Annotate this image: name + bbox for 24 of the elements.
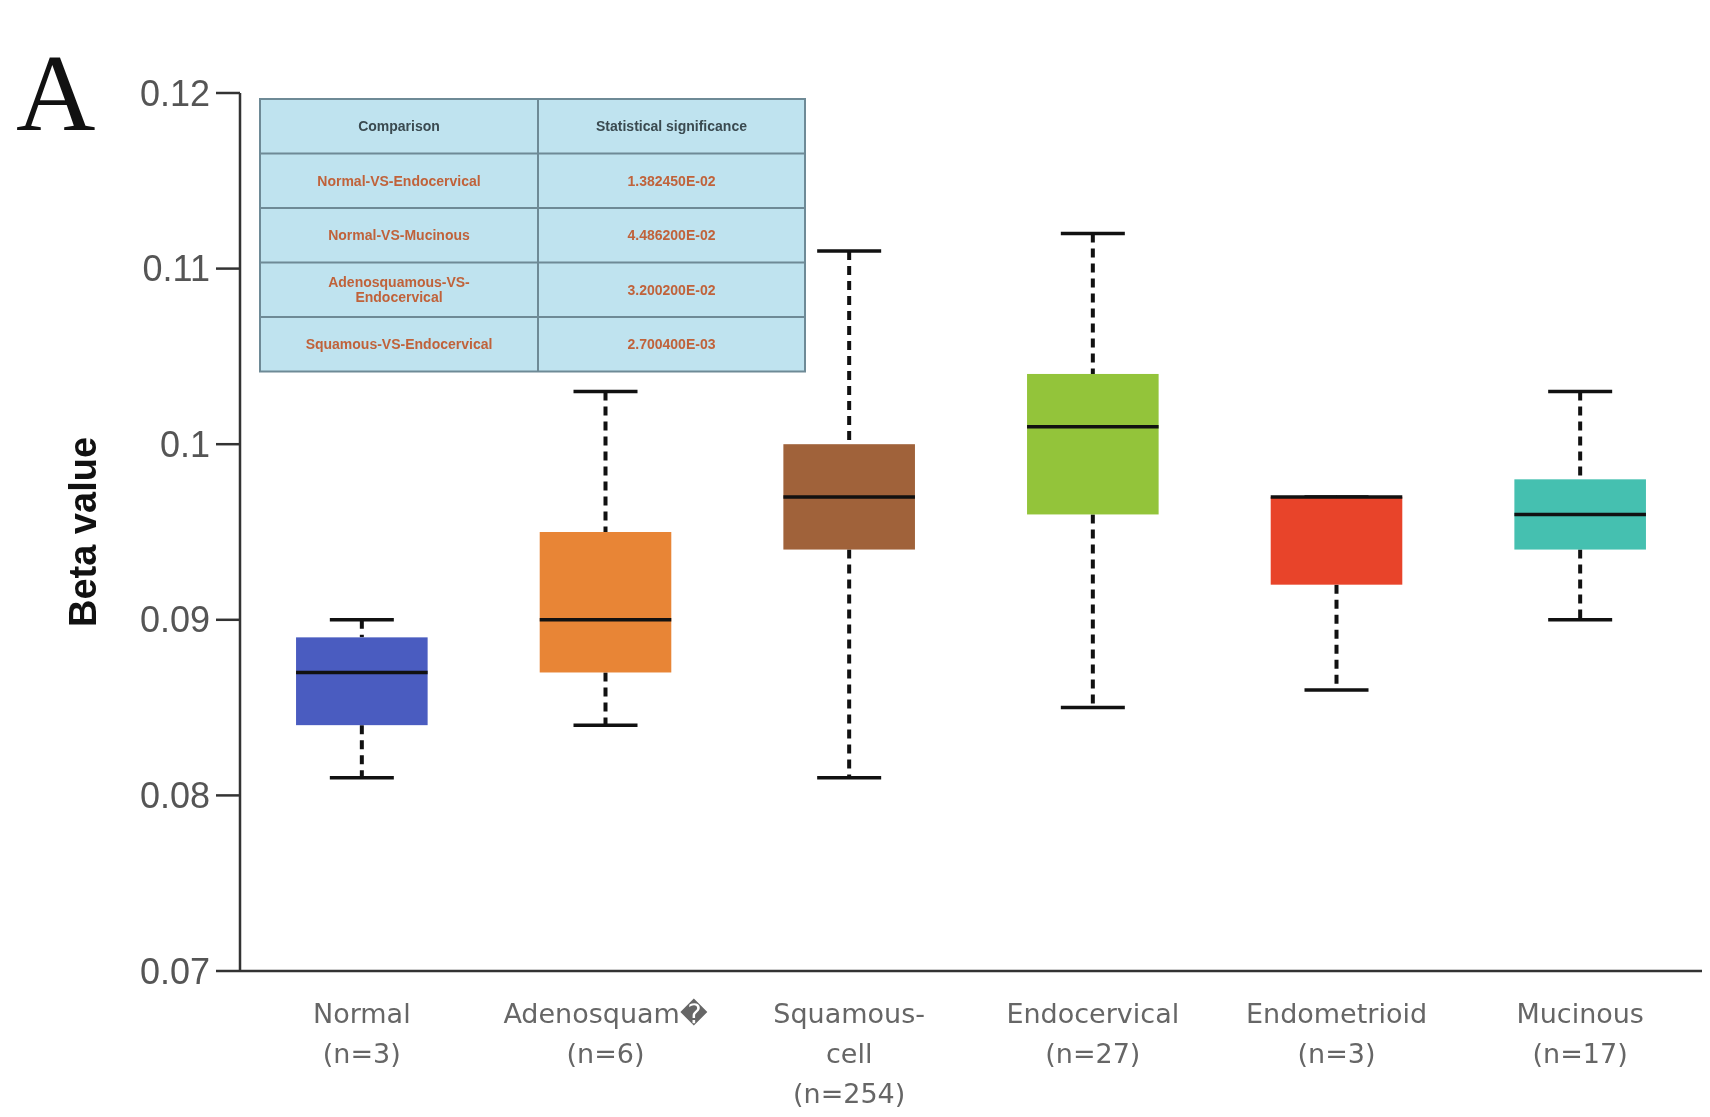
- text: A: [16, 32, 96, 154]
- x-tick-label: Squamous- cell (n=254): [773, 998, 926, 1109]
- annotation: 1.382450E-02: [627, 172, 716, 189]
- x-tick-label: Adenosquam� (n=6): [503, 998, 708, 1069]
- annotation: Statistical significance: [596, 118, 748, 135]
- y-tick-label: 0.07: [139, 950, 210, 992]
- y-tick-label: 0.09: [139, 599, 210, 641]
- annotation: 4.486200E-02: [627, 227, 716, 244]
- x-tick-label: Normal (n=3): [312, 998, 411, 1069]
- x-tick-label: Endometrioid (n=3): [1245, 998, 1428, 1069]
- annotation: Comparison: [358, 118, 440, 135]
- y-tick-label: 0.1: [159, 423, 210, 465]
- annotation: 3.200200E-02: [627, 281, 716, 298]
- annotation: Normal-VS-Endocervical: [317, 172, 481, 189]
- y-tick-label: 0.08: [139, 775, 210, 816]
- annotation: Adenosquamous-VS- Endocervical: [328, 274, 471, 306]
- y-axis-title: Beta value: [62, 436, 104, 628]
- x-tick-label: Endocervical (n=27): [1006, 998, 1180, 1069]
- x-tick-label: Mucinous (n=17): [1516, 998, 1644, 1069]
- y-tick-label: 0.12: [139, 72, 210, 114]
- y-tick-label: 0.11: [142, 248, 210, 290]
- annotation: Squamous-VS-Endocervical: [305, 336, 493, 353]
- annotation: Normal-VS-Mucinous: [328, 227, 470, 244]
- annotation: 2.700400E-03: [627, 336, 716, 353]
